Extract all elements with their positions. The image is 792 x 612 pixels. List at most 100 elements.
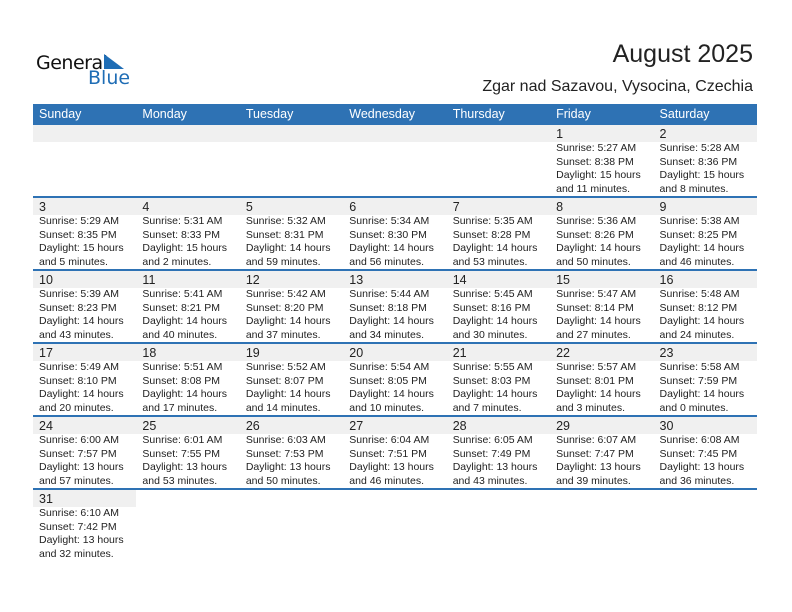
date-bar	[446, 125, 551, 142]
daylight-text: Daylight: 13 hours	[142, 461, 228, 473]
day-cell: 11 Sunrise: 5:41 AM Sunset: 8:21 PM Dayligh…	[136, 271, 240, 342]
sunset-text: Sunset: 8:01 PM	[556, 374, 634, 387]
empty-cell	[136, 125, 240, 196]
date-bar: 17	[33, 344, 137, 361]
week-row: 3 Sunrise: 5:29 AM Sunset: 8:35 PM Daylight…	[33, 198, 757, 271]
daylight-text: and 2 minutes.	[142, 255, 212, 268]
date-bar: 18	[136, 344, 240, 361]
daylight-text: and 43 minutes.	[452, 474, 528, 487]
daylight-text: Daylight: 13 hours	[39, 461, 124, 473]
day-number: 25	[142, 419, 157, 433]
day-cell: 4 Sunrise: 5:31 AM Sunset: 8:33 PM Daylight…	[136, 198, 240, 269]
day-cell: 25 Sunrise: 6:01 AM Sunset: 7:55 PM Dayligh…	[136, 417, 240, 488]
date-bar: 25	[136, 417, 240, 434]
logo-text-blue: Blue	[88, 67, 131, 89]
sunrise-text: Sunrise: 6:01 AM	[142, 434, 223, 446]
sunrise-text: Sunrise: 5:54 AM	[349, 361, 430, 373]
daylight-text: and 37 minutes.	[245, 328, 321, 341]
sunset-text: Sunset: 7:53 PM	[245, 447, 324, 460]
daylight-text: Daylight: 13 hours	[556, 461, 641, 473]
day-cell: 13 Sunrise: 5:44 AM Sunset: 8:18 PM Dayligh…	[343, 271, 447, 342]
day-number: 27	[349, 419, 364, 433]
sunset-text: Sunset: 8:05 PM	[349, 374, 427, 387]
sunrise-text: Sunrise: 6:00 AM	[39, 434, 119, 446]
day-number: 31	[39, 492, 53, 506]
weekday-friday: Friday	[556, 107, 591, 121]
week-row: 17 Sunrise: 5:49 AM Sunset: 8:10 PM Dayligh…	[33, 344, 757, 417]
sunrise-text: Sunrise: 5:27 AM	[556, 142, 637, 154]
day-number: 21	[452, 346, 467, 360]
day-cell: 15 Sunrise: 5:47 AM Sunset: 8:14 PM Dayligh…	[550, 271, 654, 342]
day-number: 6	[349, 200, 357, 214]
sunrise-text: Sunrise: 5:38 AM	[659, 215, 740, 227]
sunrise-text: Sunrise: 5:57 AM	[556, 361, 637, 373]
day-cell: 21 Sunrise: 5:55 AM Sunset: 8:03 PM Dayligh…	[446, 344, 551, 415]
empty-cell	[550, 490, 653, 561]
sunset-text: Sunset: 8:36 PM	[659, 155, 738, 168]
daylight-text: Daylight: 14 hours	[142, 388, 228, 400]
day-cell: 29 Sunrise: 6:07 AM Sunset: 7:47 PM Dayligh…	[550, 417, 654, 488]
date-bar: 29	[550, 417, 654, 434]
daylight-text: Daylight: 15 hours	[659, 169, 745, 181]
sunset-text: Sunset: 8:25 PM	[659, 228, 738, 241]
daylight-text: Daylight: 14 hours	[659, 388, 745, 400]
sunset-text: Sunset: 8:31 PM	[245, 228, 324, 241]
sunrise-text: Sunrise: 5:45 AM	[452, 288, 533, 300]
day-cell: 22 Sunrise: 5:57 AM Sunset: 8:01 PM Dayligh…	[550, 344, 654, 415]
weekday-tuesday: Tuesday	[245, 107, 294, 121]
sunset-text: Sunset: 8:33 PM	[142, 228, 221, 241]
daylight-text: Daylight: 14 hours	[39, 315, 124, 327]
daylight-text: and 50 minutes.	[245, 474, 321, 487]
weekday-header: Sunday Monday Tuesday Wednesday Thursday Frid…	[33, 104, 757, 125]
sunrise-text: Sunrise: 5:52 AM	[245, 361, 326, 373]
daylight-text: and 27 minutes.	[556, 328, 631, 341]
date-bar: 9	[653, 198, 757, 215]
weekday-monday: Monday	[142, 107, 187, 121]
day-number: 22	[556, 346, 571, 360]
sunset-text: Sunset: 8:21 PM	[142, 301, 221, 314]
daylight-text: and 46 minutes.	[349, 474, 424, 487]
week-row: 1 Sunrise: 5:27 AM Sunset: 8:38 PM Daylight…	[33, 125, 757, 198]
daylight-text: and 24 minutes.	[659, 328, 735, 341]
date-bar: 2	[653, 125, 757, 142]
daylight-text: and 39 minutes.	[556, 474, 631, 487]
empty-cell	[447, 490, 550, 561]
date-bar: 8	[550, 198, 654, 215]
sunset-text: Sunset: 7:45 PM	[659, 447, 738, 460]
daylight-text: Daylight: 14 hours	[245, 242, 331, 254]
sunset-text: Sunset: 7:47 PM	[556, 447, 634, 460]
date-bar: 31	[33, 490, 137, 507]
day-cell: 20 Sunrise: 5:54 AM Sunset: 8:05 PM Dayligh…	[343, 344, 447, 415]
daylight-text: Daylight: 14 hours	[142, 315, 228, 327]
day-number: 17	[39, 346, 53, 360]
date-bar: 24	[33, 417, 137, 434]
sunset-text: Sunset: 8:38 PM	[556, 155, 634, 168]
date-bar: 26	[239, 417, 344, 434]
calendar: Sunday Monday Tuesday Wednesday Thursday Frid…	[33, 104, 757, 561]
day-number: 26	[245, 419, 260, 433]
daylight-text: and 53 minutes.	[452, 255, 528, 268]
date-bar: 11	[136, 271, 240, 288]
date-bar: 27	[343, 417, 447, 434]
empty-cell	[343, 490, 446, 561]
empty-cell	[343, 125, 447, 196]
sunset-text: Sunset: 8:18 PM	[349, 301, 427, 314]
empty-cell	[239, 125, 344, 196]
day-cell: 1 Sunrise: 5:27 AM Sunset: 8:38 PM Daylight…	[550, 125, 654, 196]
day-cell: 9 Sunrise: 5:38 AM Sunset: 8:25 PM Daylight…	[653, 198, 757, 269]
sunset-text: Sunset: 8:10 PM	[39, 374, 117, 387]
date-bar	[343, 125, 447, 142]
day-number: 1	[556, 127, 564, 141]
sunset-text: Sunset: 7:55 PM	[142, 447, 221, 460]
daylight-text: Daylight: 14 hours	[556, 388, 641, 400]
daylight-text: Daylight: 15 hours	[39, 242, 124, 254]
daylight-text: Daylight: 14 hours	[349, 242, 434, 254]
sunrise-text: Sunrise: 5:41 AM	[142, 288, 223, 300]
date-bar: 7	[446, 198, 551, 215]
date-bar: 14	[446, 271, 551, 288]
day-cell: 2 Sunrise: 5:28 AM Sunset: 8:36 PM Daylight…	[653, 125, 757, 196]
empty-cell	[136, 490, 239, 561]
day-number: 16	[659, 273, 674, 287]
daylight-text: Daylight: 14 hours	[659, 315, 745, 327]
weekday-thursday: Thursday	[452, 107, 505, 121]
